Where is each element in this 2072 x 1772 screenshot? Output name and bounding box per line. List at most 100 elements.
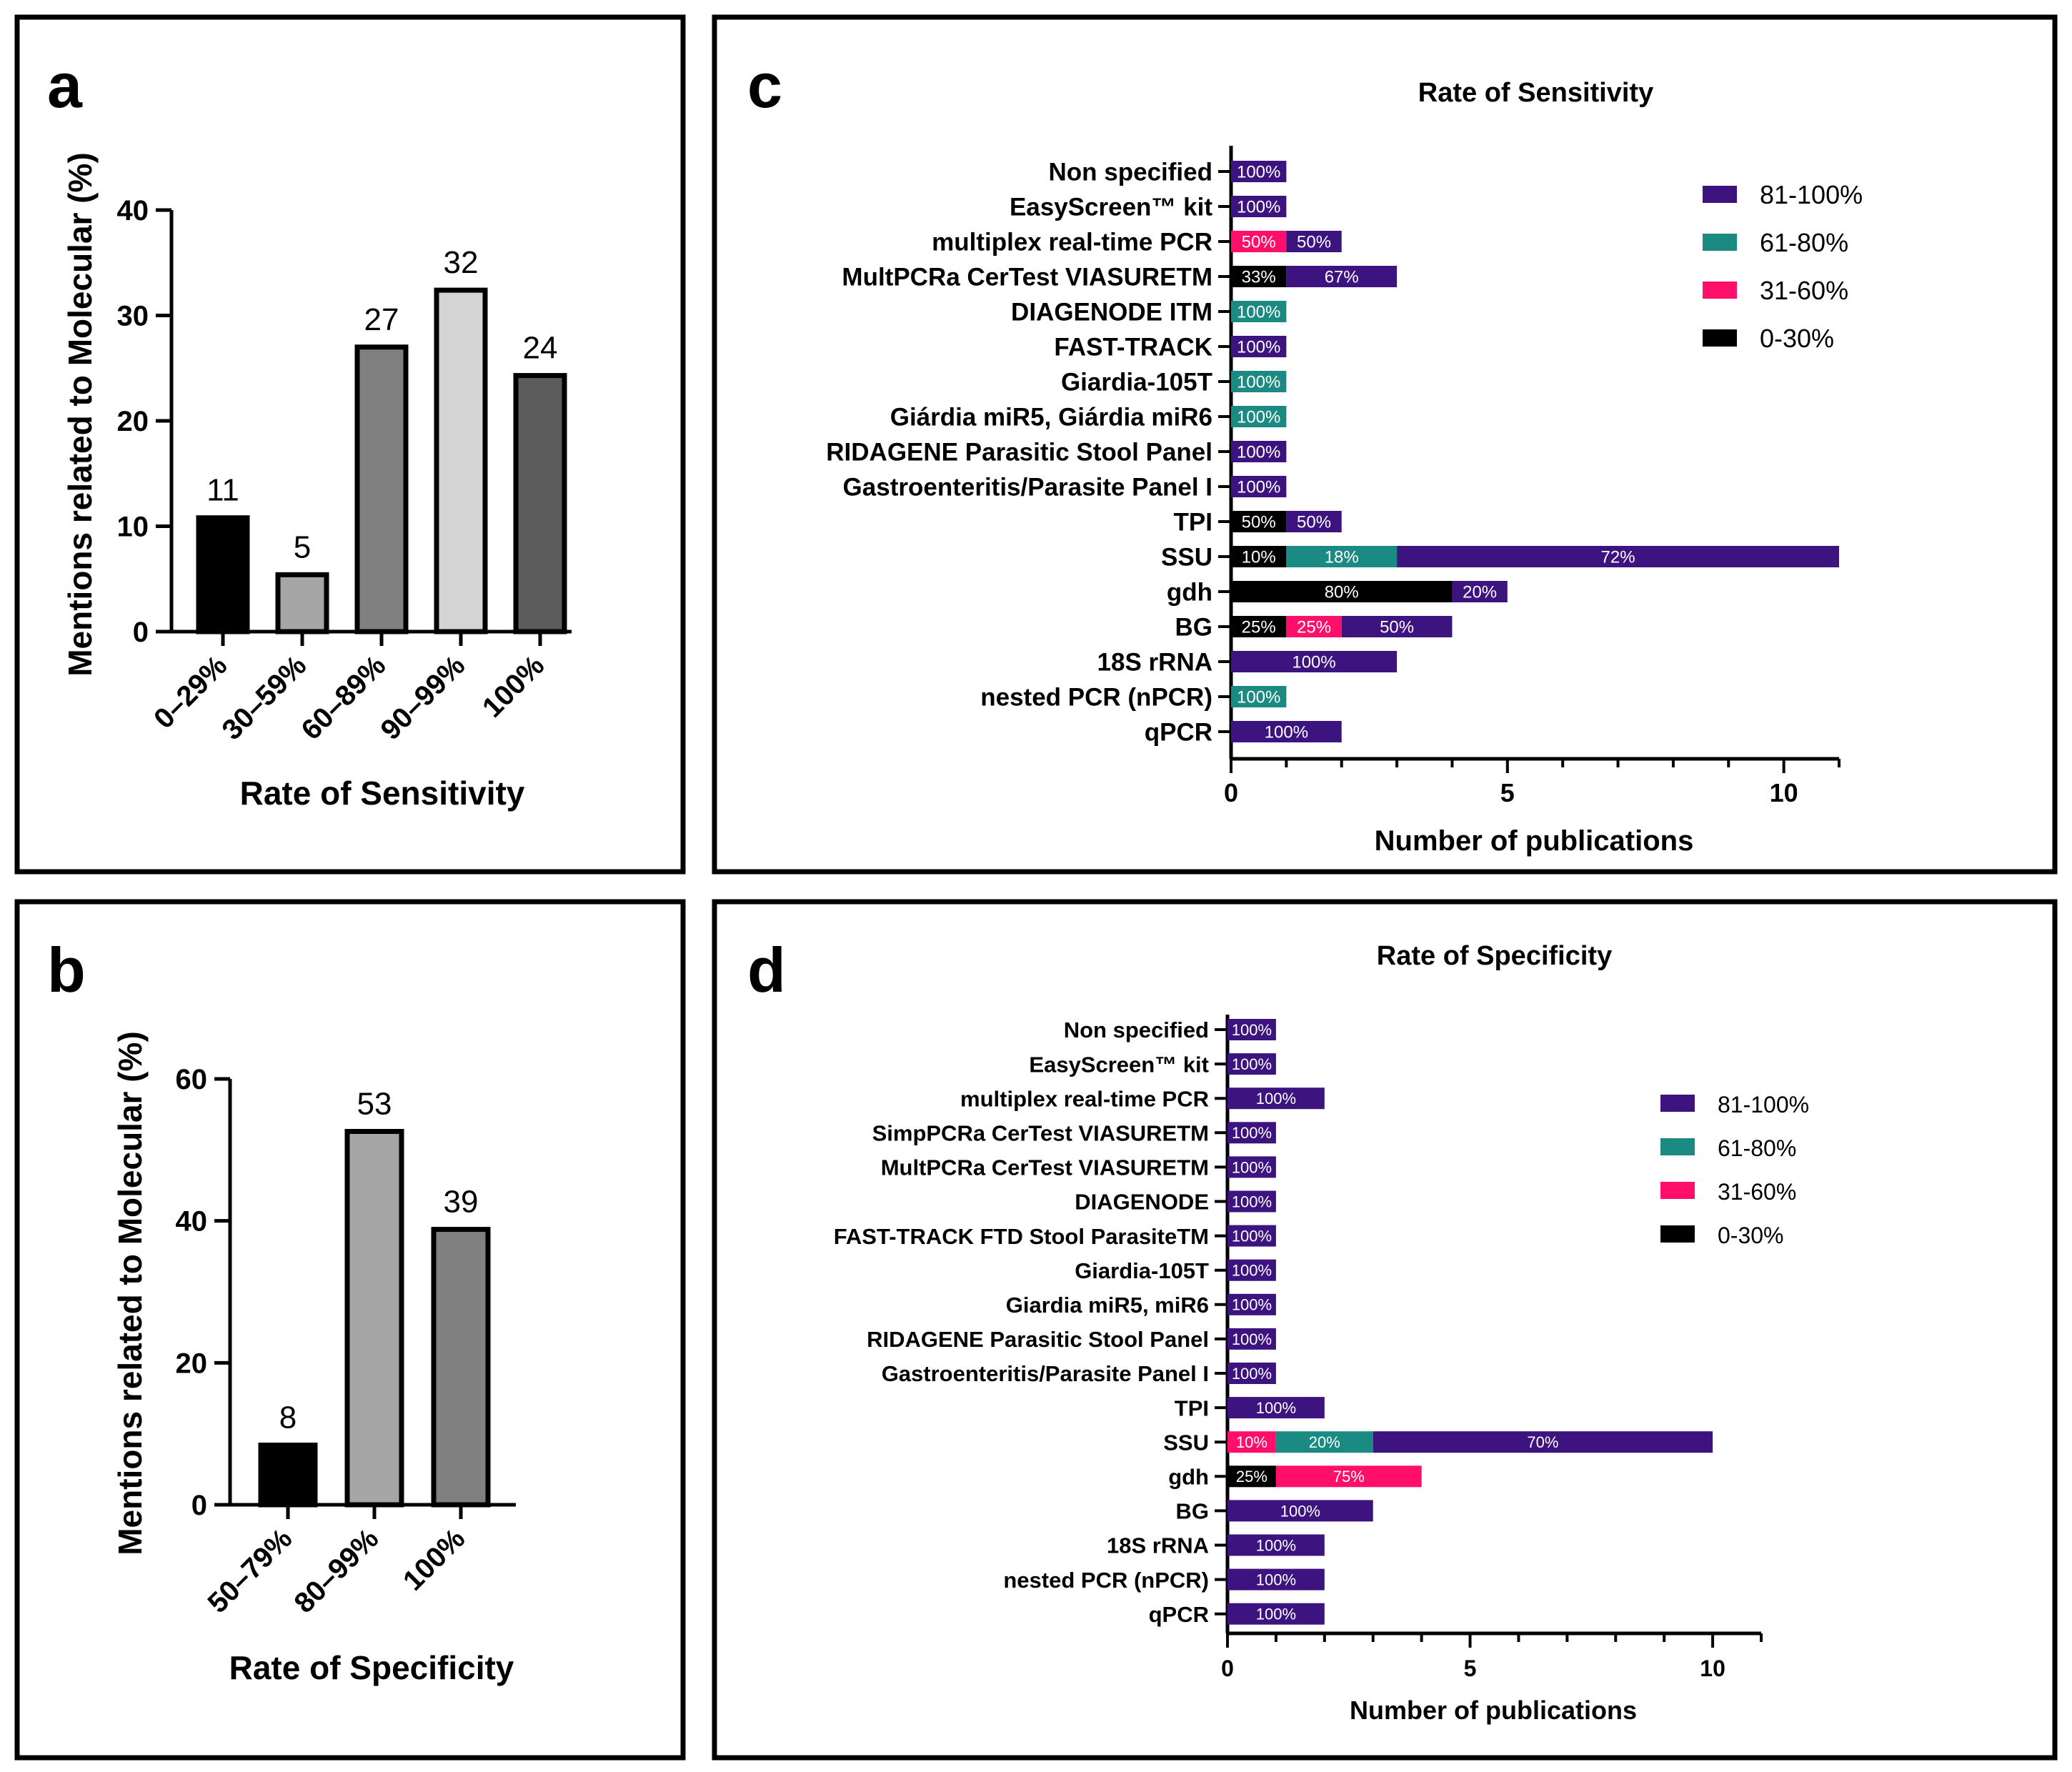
bar-segment-label: 25% xyxy=(1297,618,1331,637)
bar xyxy=(431,1227,491,1508)
bar-segment-label: 100% xyxy=(1232,1228,1272,1245)
bar xyxy=(344,1129,404,1508)
bar-segment xyxy=(1227,1225,1276,1247)
legend-swatch xyxy=(1703,282,1737,299)
category-label: Giardia-105T xyxy=(1061,369,1212,397)
x-tick-label: 50–79% xyxy=(201,1523,298,1619)
legend-label: 31-60% xyxy=(1718,1179,1796,1205)
bar-value-label: 5 xyxy=(294,529,311,564)
bar-segment xyxy=(1227,1190,1276,1213)
x-axis-title: Rate of Specificity xyxy=(229,1649,514,1686)
bar-segment-label: 100% xyxy=(1256,1090,1296,1108)
panel-a-letter: a xyxy=(47,50,83,121)
legend-swatch xyxy=(1660,1225,1695,1243)
legend-label: 81-100% xyxy=(1718,1092,1809,1118)
bar-segment-label: 50% xyxy=(1242,513,1276,532)
bar-segment-label: 100% xyxy=(1232,1021,1272,1039)
bar-segment-label: 100% xyxy=(1265,723,1308,742)
x-tick-label: 0 xyxy=(1224,778,1238,807)
bar xyxy=(196,515,250,634)
bar-segment-label: 100% xyxy=(1232,1365,1272,1383)
bar-segment-label: 100% xyxy=(1237,478,1280,497)
bar-segment-label: 100% xyxy=(1232,1330,1272,1348)
legend-swatch xyxy=(1660,1095,1695,1112)
bar-segment-label: 100% xyxy=(1256,1399,1296,1417)
bar-segment-label: 100% xyxy=(1232,1124,1272,1142)
x-tick-label: 100% xyxy=(397,1523,471,1596)
y-tick-label: 0 xyxy=(133,617,149,648)
panel-c-frame xyxy=(712,14,2058,875)
bar-segment-label: 100% xyxy=(1292,653,1335,672)
category-label: SSU xyxy=(1163,1430,1209,1455)
category-label: RIDAGENE Parasitic Stool Panel xyxy=(826,439,1212,467)
bar-segment xyxy=(1227,1122,1276,1144)
chart-a: 010203040110–29%530–59%2760–89%3290–99%2… xyxy=(61,152,572,812)
x-tick-label: 100% xyxy=(477,649,550,723)
bar-value-label: 39 xyxy=(444,1185,479,1220)
bar-segment-label: 100% xyxy=(1232,1193,1272,1210)
bar-value-label: 27 xyxy=(364,302,399,337)
x-tick-label: 5 xyxy=(1464,1656,1477,1681)
chart-d: Rate of Specificity 0 5 10 Number of publica… xyxy=(834,941,1809,1725)
panel-a-frame xyxy=(14,14,686,875)
bar-segment xyxy=(1275,1465,1422,1488)
bar-segment xyxy=(1231,336,1287,357)
bar-segment-label: 50% xyxy=(1297,233,1331,252)
category-label: Gastroenteritis/Parasite Panel I xyxy=(843,474,1212,502)
chart-title: Rate of Sensitivity xyxy=(1418,78,1653,108)
category-label: SSU xyxy=(1161,544,1212,572)
bar-segment-label: 100% xyxy=(1256,1606,1296,1623)
bar-segment-label: 75% xyxy=(1333,1468,1365,1485)
bar-segment xyxy=(1231,616,1287,637)
bar-segment-label: 100% xyxy=(1237,163,1280,182)
bar-segment xyxy=(1231,371,1287,392)
bar-value-label: 53 xyxy=(357,1087,392,1122)
bar-segment xyxy=(1231,266,1287,287)
bar-segment-label: 100% xyxy=(1232,1262,1272,1280)
chart-title: Rate of Specificity xyxy=(1377,941,1612,971)
category-label: TPI xyxy=(1175,1395,1209,1420)
legend-label: 0-30% xyxy=(1760,324,1834,353)
category-label: BG xyxy=(1176,1499,1210,1524)
bar-segment-label: 100% xyxy=(1232,1055,1272,1073)
legend-swatch xyxy=(1703,329,1737,347)
bar-segment-label: 100% xyxy=(1237,408,1280,427)
category-label: nested PCR (nPCR) xyxy=(980,684,1212,712)
category-label: gdh xyxy=(1168,1464,1209,1489)
bar-value-label: 8 xyxy=(279,1400,297,1435)
y-axis-title: Mentions related to Molecular (%) xyxy=(61,152,99,677)
bar-segment-label: 100% xyxy=(1237,303,1280,322)
chart-b: 0 20 40 60 8 50–79% 53 80–99% 39 100% Rate of Spec… xyxy=(111,1031,516,1686)
x-axis-title: Number of publications xyxy=(1350,1696,1637,1725)
bar-segment-label: 70% xyxy=(1527,1433,1558,1451)
category-label: FAST-TRACK FTD Stool ParasiteTM xyxy=(834,1224,1209,1249)
category-label: MultPCRa CerTest VIASURETM xyxy=(842,264,1212,292)
bar-segment-label: 25% xyxy=(1242,618,1276,637)
bar-segment xyxy=(1397,546,1839,567)
bar-segment xyxy=(1231,231,1287,252)
bar-segment xyxy=(1275,1431,1373,1453)
bar-segment xyxy=(1227,1053,1276,1075)
x-tick-label: 5 xyxy=(1500,778,1515,807)
category-label: DIAGENODE xyxy=(1075,1190,1209,1215)
bar-segment xyxy=(1227,1534,1325,1556)
bar xyxy=(258,1443,318,1508)
bar-segment xyxy=(1231,441,1287,462)
panel-d-frame xyxy=(712,899,2058,1761)
bar-segment xyxy=(1286,616,1342,637)
legend-swatch xyxy=(1660,1182,1695,1199)
bar-segment xyxy=(1452,581,1508,602)
category-label: FAST-TRACK xyxy=(1054,334,1212,362)
x-tick-label: 10 xyxy=(1770,778,1798,807)
category-label: EasyScreen™ kit xyxy=(1010,194,1212,222)
category-label: MultPCRa CerTest VIASURETM xyxy=(881,1155,1209,1180)
bar-segment-label: 67% xyxy=(1325,268,1359,287)
bar-segment xyxy=(1231,161,1287,182)
bar-segment xyxy=(1286,546,1398,567)
category-label: DIAGENODE ITM xyxy=(1011,299,1212,327)
x-tick-label: 10 xyxy=(1700,1656,1725,1681)
bar-segment xyxy=(1231,651,1398,672)
bar-segment-label: 10% xyxy=(1236,1433,1267,1451)
category-label: gdh xyxy=(1167,579,1212,607)
